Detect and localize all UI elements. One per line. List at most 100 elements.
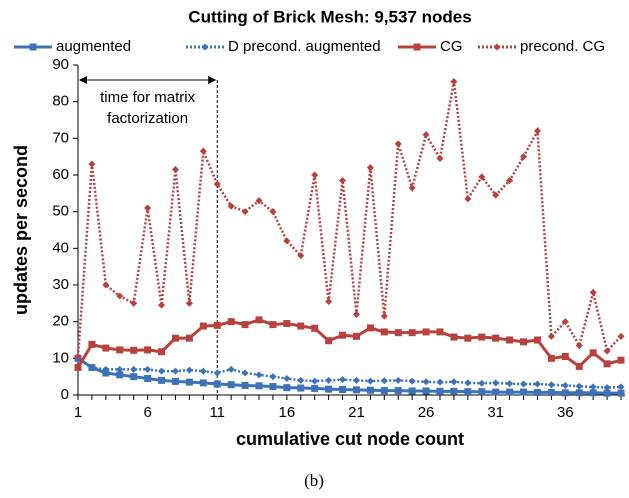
marker bbox=[422, 131, 430, 139]
marker bbox=[450, 378, 458, 386]
marker bbox=[283, 384, 291, 392]
marker bbox=[464, 195, 472, 203]
marker bbox=[603, 347, 611, 355]
marker bbox=[436, 328, 444, 336]
marker bbox=[617, 356, 625, 364]
arrow-head bbox=[208, 76, 217, 84]
x-tick-label: 36 bbox=[557, 404, 574, 421]
marker bbox=[158, 376, 166, 384]
annotation-text: time for matrix bbox=[100, 89, 196, 106]
marker bbox=[130, 373, 138, 381]
marker bbox=[617, 383, 625, 391]
y-tick-label: 70 bbox=[52, 129, 69, 146]
marker bbox=[325, 385, 333, 393]
marker bbox=[547, 332, 555, 340]
marker bbox=[199, 322, 207, 330]
marker bbox=[311, 377, 319, 385]
marker bbox=[311, 171, 319, 179]
marker bbox=[561, 389, 569, 397]
marker bbox=[269, 373, 277, 381]
y-tick-label: 30 bbox=[52, 276, 69, 293]
marker bbox=[478, 333, 486, 341]
marker bbox=[394, 376, 402, 384]
marker bbox=[269, 321, 277, 329]
marker bbox=[506, 380, 514, 388]
marker bbox=[130, 346, 138, 354]
series-line bbox=[76, 81, 622, 357]
marker bbox=[603, 360, 611, 368]
series-line bbox=[76, 318, 622, 369]
marker bbox=[102, 344, 110, 352]
marker bbox=[185, 299, 193, 307]
marker bbox=[533, 380, 541, 388]
y-tick-label: 50 bbox=[52, 203, 69, 220]
marker bbox=[283, 375, 291, 382]
marker bbox=[575, 382, 583, 390]
marker bbox=[311, 324, 319, 332]
marker bbox=[575, 362, 583, 370]
marker bbox=[589, 288, 597, 296]
marker bbox=[422, 328, 430, 336]
marker bbox=[436, 155, 444, 162]
marker bbox=[575, 342, 583, 349]
marker bbox=[380, 387, 388, 395]
marker bbox=[255, 197, 263, 205]
marker bbox=[185, 378, 193, 386]
marker bbox=[352, 386, 360, 394]
marker bbox=[144, 346, 152, 354]
marker bbox=[144, 365, 152, 373]
marker bbox=[325, 298, 333, 305]
marker bbox=[102, 365, 110, 373]
x-tick-label: 26 bbox=[418, 404, 435, 421]
marker bbox=[213, 180, 221, 188]
marker bbox=[116, 346, 124, 354]
marker bbox=[241, 369, 249, 377]
marker bbox=[520, 338, 528, 346]
marker bbox=[464, 334, 472, 342]
marker bbox=[589, 383, 597, 391]
marker bbox=[492, 334, 500, 342]
marker bbox=[366, 324, 374, 332]
marker bbox=[227, 365, 235, 373]
y-tick-label: 40 bbox=[52, 239, 69, 256]
marker bbox=[158, 301, 166, 309]
x-tick-label: 6 bbox=[143, 404, 151, 421]
marker bbox=[283, 237, 291, 245]
marker bbox=[171, 377, 179, 385]
marker bbox=[464, 379, 472, 387]
x-tick-label: 31 bbox=[487, 404, 504, 421]
marker bbox=[297, 384, 305, 392]
marker bbox=[297, 252, 305, 260]
marker bbox=[422, 387, 430, 395]
marker bbox=[144, 375, 152, 382]
marker bbox=[380, 328, 388, 336]
legend-marker bbox=[413, 43, 421, 51]
marker bbox=[339, 177, 347, 184]
marker bbox=[478, 173, 486, 181]
annotation-text: factorization bbox=[107, 110, 188, 127]
marker bbox=[408, 184, 416, 192]
marker bbox=[339, 331, 347, 339]
marker bbox=[283, 320, 291, 327]
marker bbox=[422, 378, 430, 386]
marker bbox=[394, 387, 402, 395]
marker bbox=[352, 332, 360, 340]
marker bbox=[575, 389, 583, 397]
y-tick-label: 90 bbox=[52, 56, 69, 73]
marker bbox=[255, 316, 263, 324]
marker bbox=[171, 166, 179, 173]
marker bbox=[116, 292, 124, 300]
y-tick-label: 60 bbox=[52, 166, 69, 183]
legend-marker bbox=[201, 43, 209, 51]
marker bbox=[297, 376, 305, 384]
marker bbox=[436, 378, 444, 386]
marker bbox=[561, 381, 569, 389]
marker bbox=[506, 177, 514, 184]
marker bbox=[325, 376, 333, 384]
marker bbox=[450, 333, 458, 341]
marker bbox=[492, 388, 500, 396]
marker bbox=[478, 388, 486, 396]
marker bbox=[116, 371, 124, 379]
marker bbox=[213, 380, 221, 388]
marker bbox=[366, 386, 374, 394]
